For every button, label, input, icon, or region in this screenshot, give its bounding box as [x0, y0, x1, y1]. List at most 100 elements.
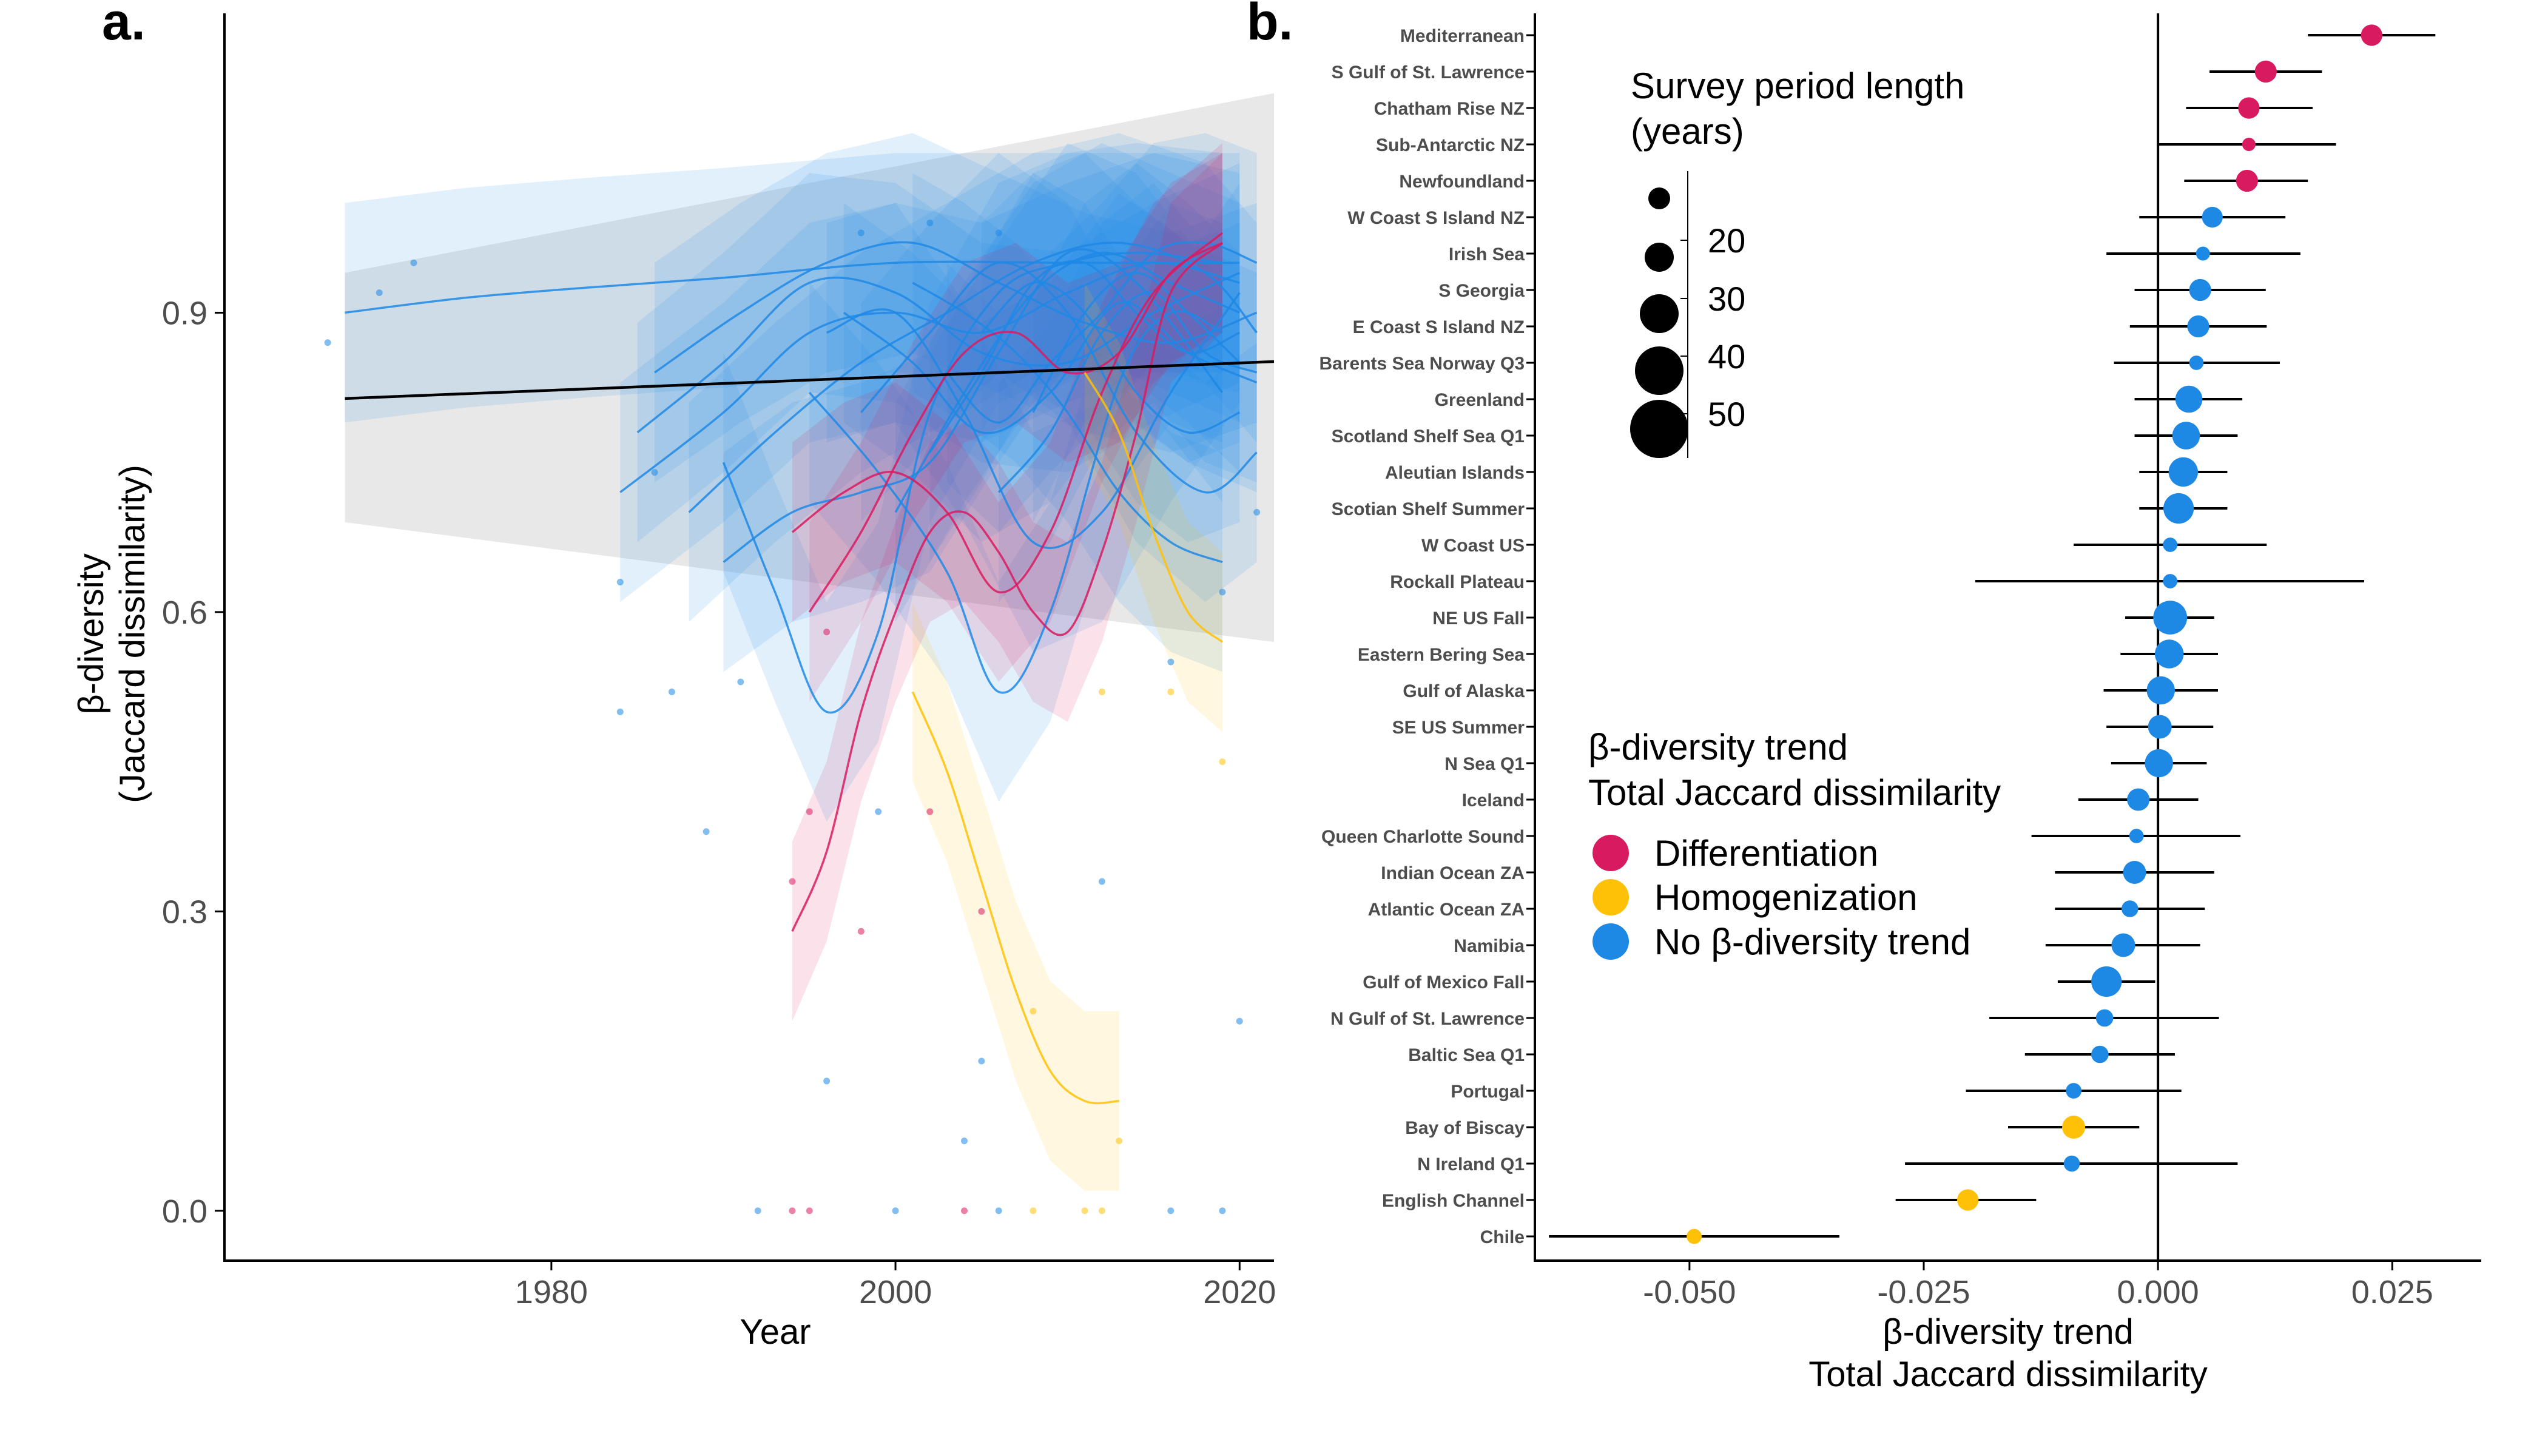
region-row: Greenland: [1435, 385, 2243, 413]
region-label: Chile: [1480, 1227, 1525, 1247]
data-point-18: [1219, 588, 1226, 596]
series-line-12: [894, 252, 1240, 513]
panel-b-x-tick-label: 0.025: [2351, 1274, 2433, 1310]
region-label: S Gulf of St. Lawrence: [1332, 62, 1525, 83]
region-label: Barents Sea Norway Q3: [1320, 354, 1525, 374]
data-point-22: [754, 1207, 761, 1215]
series-band-9: [826, 183, 1240, 652]
panel-a-axes: [223, 13, 1274, 1262]
series-band-1: [345, 153, 1240, 423]
panel-b-axes: [1534, 13, 2481, 1262]
series-line-13: [912, 281, 1223, 564]
region-label: Chatham Rise NZ: [1374, 99, 1525, 119]
region-row: Portugal: [1451, 1082, 2182, 1102]
panel-a-y-tick-label: 0.9: [162, 295, 207, 331]
data-point-8: [703, 828, 710, 835]
panel-a-trend-lines: [345, 232, 1275, 1105]
panel-b-x-tick-label: -0.025: [1877, 1274, 1970, 1310]
data-point-33: [789, 1207, 796, 1215]
region-label: S Georgia: [1438, 281, 1525, 301]
size-legend-label: 50: [1708, 395, 1745, 433]
data-point-2: [376, 289, 383, 297]
region-row: W Coast US: [1421, 536, 2267, 556]
region-row: Atlantic Ocean ZA: [1368, 900, 2205, 920]
region-estimate-point: [2236, 169, 2258, 192]
region-label: N Sea Q1: [1444, 754, 1525, 774]
region-row: Gulf of Mexico Fall: [1363, 966, 2155, 997]
series-line-23: [1084, 372, 1224, 643]
region-row: Aleutian Islands: [1385, 457, 2228, 487]
region-label: Queen Charlotte Sound: [1321, 827, 1525, 847]
region-estimate-point: [2091, 966, 2122, 997]
region-estimate-point: [2196, 246, 2210, 261]
region-row: N Ireland Q1: [1417, 1154, 2238, 1175]
region-estimate-point: [2111, 933, 2135, 957]
region-estimate-point: [2163, 574, 2178, 588]
data-point-43: [1030, 1008, 1037, 1015]
region-label: Sub-Antarctic NZ: [1376, 135, 1525, 155]
region-row: Eastern Bering Sea: [1358, 639, 2218, 669]
region-label: English Channel: [1382, 1191, 1525, 1211]
region-row: Newfoundland: [1399, 169, 2308, 192]
region-estimate-point: [2175, 385, 2203, 413]
region-label: Greenland: [1435, 390, 1525, 410]
region-row: N Gulf of St. Lawrence: [1330, 1009, 2219, 1029]
color-legend-swatch-differentiation: [1592, 835, 1629, 871]
region-estimate-point: [2146, 676, 2175, 705]
data-point-24: [1167, 1207, 1175, 1215]
region-row: Irish Sea: [1449, 244, 2300, 265]
data-point-39: [1116, 1138, 1123, 1145]
region-label: Newfoundland: [1399, 172, 1525, 192]
series-line-5: [688, 241, 1258, 513]
region-estimate-point: [2062, 1116, 2086, 1139]
data-point-31: [978, 908, 985, 915]
panel-b-region-rows: Mediterranean S Gulf of St. Lawrence Chath…: [1320, 24, 2436, 1247]
data-point-3: [410, 259, 417, 266]
series-band-23: [1085, 283, 1222, 732]
size-legend-items: 20 30 40 50: [1630, 187, 1745, 458]
region-label: Rockall Plateau: [1390, 572, 1525, 592]
region-label: SE US Summer: [1392, 718, 1525, 738]
region-row: Queen Charlotte Sound: [1321, 827, 2241, 847]
panel-b-x-tick-label: -0.050: [1643, 1274, 1736, 1310]
region-label: N Gulf of St. Lawrence: [1330, 1009, 1525, 1029]
size-legend-label: 20: [1708, 221, 1745, 260]
data-point-16: [1167, 658, 1175, 666]
size-legend-dot-small: [1648, 187, 1670, 209]
region-label: Scotland Shelf Sea Q1: [1332, 426, 1525, 447]
region-estimate-point: [2066, 1083, 2082, 1099]
size-legend-label: 30: [1708, 280, 1745, 318]
panel-a-chart: 1980 2000 2020 0.0 0.3 0.6 0.9 Year β-diversit…: [72, 13, 1276, 1352]
region-row: Namibia: [1454, 933, 2200, 957]
data-point-14: [1098, 878, 1105, 885]
panel-a-y-axis-title-line2: (Jaccard dissimilarity): [113, 465, 152, 803]
data-point-27: [789, 878, 796, 885]
panel-a-confidence-bands: [345, 93, 1274, 1191]
region-label: Namibia: [1454, 936, 1525, 956]
panel-a-ticks: 1980 2000 2020 0.0 0.3 0.6 0.9: [162, 295, 1276, 1310]
panel-b-label: b.: [1247, 0, 1293, 51]
region-row: N Sea Q1: [1444, 749, 2207, 778]
data-point-32: [823, 629, 831, 636]
region-label: NE US Fall: [1432, 608, 1525, 629]
region-estimate-point: [2095, 1009, 2114, 1027]
data-point-30: [926, 808, 934, 815]
region-label: Atlantic Ocean ZA: [1368, 900, 1525, 920]
series-band-2: [620, 153, 1240, 602]
data-point-23: [892, 1207, 899, 1215]
region-estimate-point: [2163, 538, 2178, 552]
panel-a-x-axis-title: Year: [740, 1312, 811, 1352]
panel-a-y-tick-label: 0.0: [162, 1193, 207, 1230]
region-row: Sub-Antarctic NZ: [1376, 135, 2336, 155]
panel-b-x-axis-title-line2: Total Jaccard dissimilarity: [1808, 1355, 2208, 1394]
region-label: Portugal: [1451, 1082, 1525, 1102]
region-estimate-point: [2202, 206, 2223, 228]
series-band-22: [912, 602, 1119, 1191]
region-row: W Coast S Island NZ: [1347, 206, 2286, 228]
region-row: Baltic Sea Q1: [1408, 1045, 2175, 1065]
region-row: Indian Ocean ZA: [1381, 861, 2214, 884]
series-line-6: [723, 248, 1224, 564]
region-row: Chatham Rise NZ: [1374, 97, 2313, 119]
data-point-25: [1219, 1207, 1226, 1215]
